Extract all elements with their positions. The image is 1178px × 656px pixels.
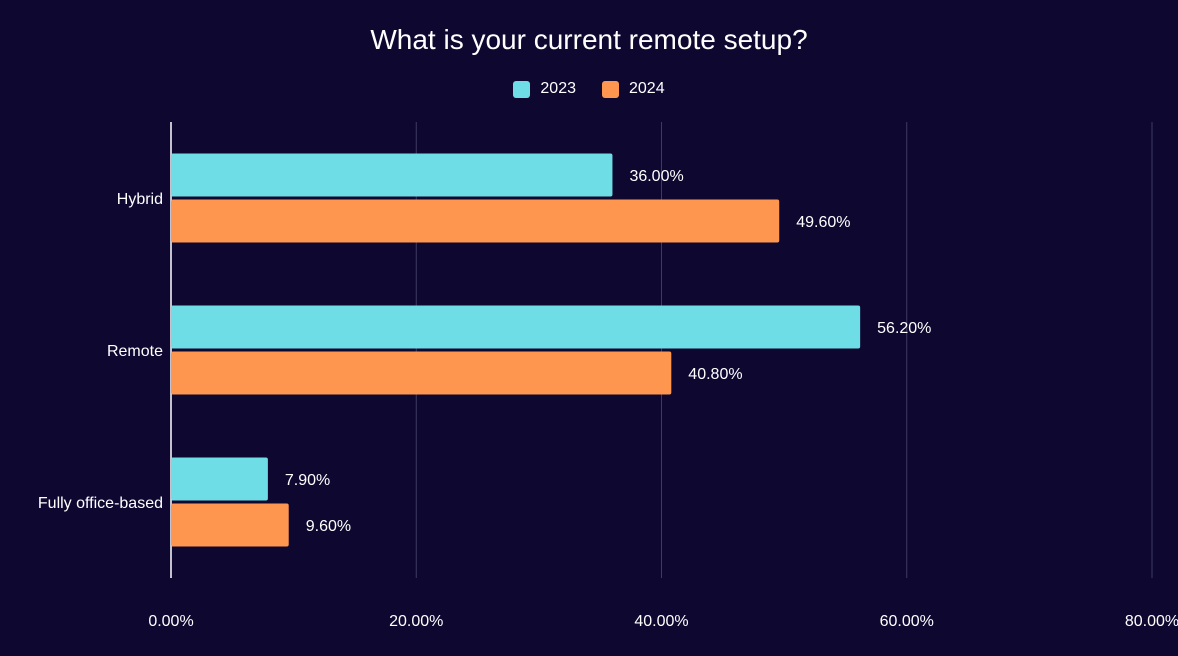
legend-item-2023[interactable]: 2023	[513, 80, 576, 98]
x-tick-label: 0.00%	[148, 613, 193, 630]
data-label: 36.00%	[629, 168, 683, 185]
legend-label-2024: 2024	[629, 80, 665, 97]
x-tick-label: 60.00%	[880, 613, 934, 630]
x-tick-label: 80.00%	[1125, 613, 1178, 630]
bar-2024	[171, 199, 780, 243]
legend-swatch-2024	[602, 80, 619, 98]
chart-title: What is your current remote setup?	[370, 24, 808, 55]
data-label: 9.60%	[306, 518, 351, 535]
bar-2024	[171, 503, 289, 547]
bar-2023	[171, 457, 268, 501]
legend-swatch-2023	[513, 80, 531, 98]
legend-label-2023: 2023	[540, 80, 576, 97]
data-label: 56.20%	[877, 320, 931, 337]
category-label: Fully office-based	[38, 495, 163, 512]
x-tick-label: 40.00%	[634, 613, 688, 630]
legend: 2023 2024	[0, 80, 1178, 98]
bar-2024	[171, 351, 672, 395]
legend-item-2024[interactable]: 2024	[602, 80, 665, 98]
bar-2023	[171, 153, 613, 197]
x-tick-label: 20.00%	[389, 613, 443, 630]
data-label: 49.60%	[796, 214, 850, 231]
bar-2023	[171, 305, 861, 349]
category-label: Hybrid	[117, 191, 163, 208]
data-label: 40.80%	[688, 366, 742, 383]
data-label: 7.90%	[285, 472, 330, 489]
category-label: Remote	[107, 343, 163, 360]
